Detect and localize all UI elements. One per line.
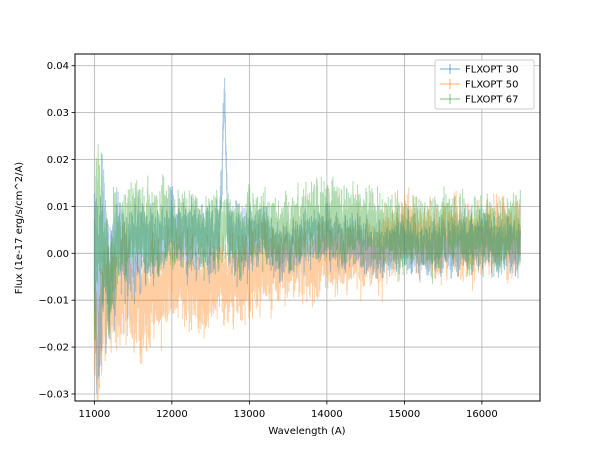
legend-entry: FLXOPT 67 [440,94,518,106]
series-flxopt-50 [93,187,521,401]
x-tick-label: 12000 [156,409,188,420]
y-tick-label: 0.00 [47,249,69,260]
y-tick-label: −0.03 [38,389,69,400]
x-tick-label: 13000 [233,409,265,420]
legend-box [434,59,535,110]
x-tick-label: 16000 [466,409,498,420]
series-line [93,90,521,332]
x-tick-label: 14000 [311,409,343,420]
series-layer [93,77,521,401]
series-line [93,210,521,392]
legend-entry: FLXOPT 50 [440,79,518,91]
y-tick-label: 0.03 [47,108,69,119]
y-tick-label: 0.01 [47,202,69,213]
y-tick-label: −0.01 [38,296,69,307]
legend-label: FLXOPT 67 [465,95,518,106]
series-flxopt-67 [93,144,521,340]
x-axis-label: Wavelength (A) [268,426,345,437]
legend-entry: FLXOPT 30 [440,64,518,76]
plot-frame [74,53,541,402]
legend-label: FLXOPT 50 [465,80,518,91]
y-tick-label: −0.02 [38,343,69,354]
y-tick-label: 0.02 [47,155,69,166]
ticks: 11000 12000 13000 14000 15000 16000 −0.03 −0.02… [38,61,497,420]
x-tick-label: 15000 [388,409,420,420]
legend: FLXOPT 30 FLXOPT 50 FLXOPT 67 [434,59,535,110]
y-tick-label: 0.04 [47,61,69,72]
legend-label: FLXOPT 30 [465,65,518,76]
series-line [93,185,521,301]
series-flxopt-30 [93,77,521,394]
y-axis-label: Flux (1e-17 erg/s/cm^2/A) [14,162,25,294]
x-tick-label: 11000 [78,409,110,420]
